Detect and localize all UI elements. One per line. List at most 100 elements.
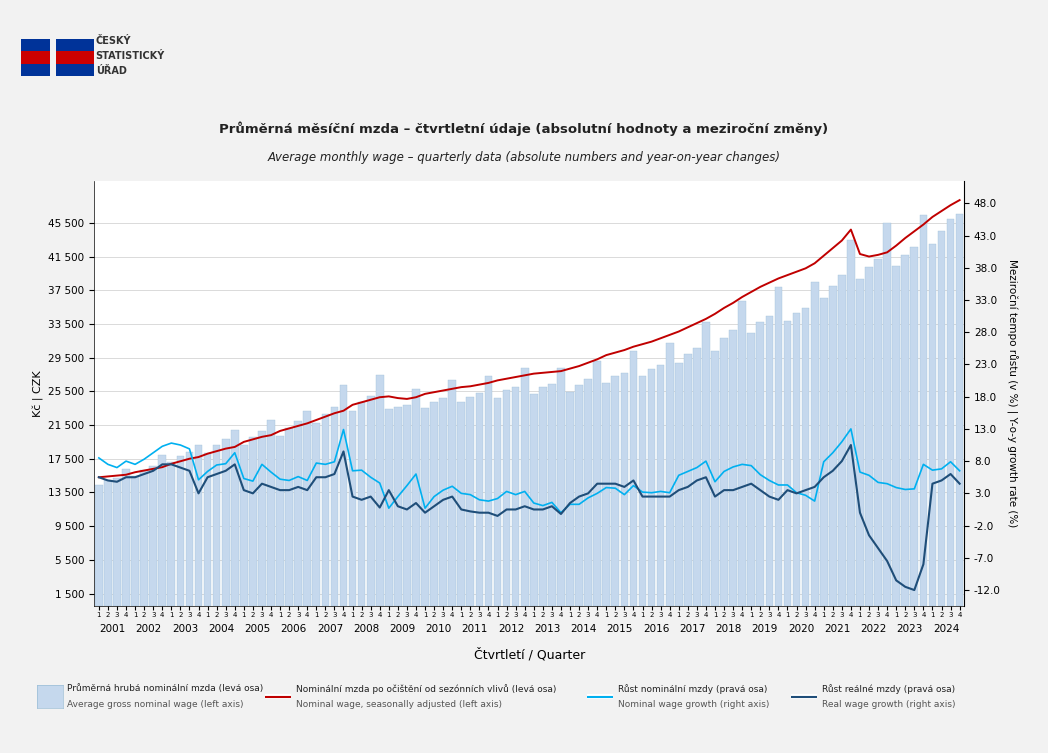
Bar <box>946 218 955 606</box>
Bar <box>548 384 555 606</box>
Bar <box>267 420 275 606</box>
Bar <box>21 64 50 76</box>
Bar <box>657 365 664 606</box>
Bar <box>56 64 94 76</box>
Bar <box>593 361 602 606</box>
Bar <box>919 215 927 606</box>
Bar <box>213 445 220 606</box>
Bar <box>376 375 384 606</box>
Bar <box>811 282 818 606</box>
Bar <box>774 288 782 606</box>
Bar <box>665 343 674 606</box>
Bar <box>693 348 701 606</box>
Bar <box>357 402 366 606</box>
Text: Nominální mzda po očištění od sezónních vlivů (levá osa): Nominální mzda po očištění od sezónních … <box>296 684 555 694</box>
Bar <box>277 436 284 606</box>
Text: Průměrná hrubá nominální mzda (levá osa): Průměrná hrubá nominální mzda (levá osa) <box>67 684 263 694</box>
Bar <box>566 392 574 606</box>
Text: Nominal wage growth (right axis): Nominal wage growth (right axis) <box>618 700 769 709</box>
Text: Real wage growth (right axis): Real wage growth (right axis) <box>822 700 955 709</box>
Bar <box>158 455 167 606</box>
Bar <box>195 445 202 606</box>
Bar <box>883 223 891 606</box>
Bar <box>603 383 610 606</box>
Bar <box>95 485 103 606</box>
Bar <box>539 388 547 606</box>
Text: ÚŘAD: ÚŘAD <box>95 66 127 76</box>
Bar <box>349 411 356 606</box>
Bar <box>765 316 773 606</box>
Bar <box>829 286 836 606</box>
Bar <box>140 470 148 606</box>
Bar <box>792 313 801 606</box>
Bar <box>21 39 50 51</box>
Bar <box>638 376 647 606</box>
Text: Nominal wage, seasonally adjusted (left axis): Nominal wage, seasonally adjusted (left … <box>296 700 502 709</box>
Bar <box>104 480 112 606</box>
Bar <box>240 444 247 606</box>
Bar <box>856 279 864 606</box>
Bar <box>222 439 230 606</box>
Bar <box>249 437 257 606</box>
Bar <box>385 410 393 606</box>
Bar <box>684 354 692 606</box>
Y-axis label: Meziroční tempo růstu (v %) | Y-o-y growth rate (%): Meziroční tempo růstu (v %) | Y-o-y grow… <box>1006 259 1018 528</box>
Text: Růst nominální mzdy (pravá osa): Růst nominální mzdy (pravá osa) <box>618 684 768 694</box>
Bar <box>56 51 94 64</box>
Y-axis label: Kč | CZK: Kč | CZK <box>34 370 44 416</box>
Bar <box>285 428 293 606</box>
Bar <box>439 398 447 606</box>
Bar <box>421 408 429 606</box>
Bar <box>747 333 755 606</box>
Bar <box>648 369 655 606</box>
Bar <box>494 398 501 606</box>
Bar <box>330 407 339 606</box>
Text: STATISTICKÝ: STATISTICKÝ <box>95 51 165 61</box>
Bar <box>340 386 347 606</box>
Bar <box>956 215 963 606</box>
Bar <box>702 322 709 606</box>
Bar <box>412 389 420 606</box>
Bar <box>611 376 619 606</box>
Bar <box>847 239 855 606</box>
Bar <box>729 330 737 606</box>
Bar <box>575 385 583 606</box>
Bar <box>620 373 628 606</box>
Bar <box>123 469 130 606</box>
Bar <box>367 396 374 606</box>
Bar <box>56 39 94 51</box>
Bar <box>838 275 846 606</box>
Bar <box>150 465 157 606</box>
Bar <box>911 247 918 606</box>
Bar <box>476 394 483 606</box>
Bar <box>820 298 828 606</box>
Bar <box>503 390 510 606</box>
Bar <box>892 266 900 606</box>
Bar <box>457 402 465 606</box>
Bar <box>294 421 302 606</box>
Bar <box>231 430 239 606</box>
Bar <box>312 423 320 606</box>
X-axis label: Čtvrtletí / Quarter: Čtvrtletí / Quarter <box>474 648 585 662</box>
Bar <box>394 407 401 606</box>
Bar <box>901 255 909 606</box>
Bar <box>802 308 809 606</box>
Bar <box>511 388 520 606</box>
Text: Average gross nominal wage (left axis): Average gross nominal wage (left axis) <box>67 700 243 709</box>
Text: Růst reálné mzdy (pravá osa): Růst reálné mzdy (pravá osa) <box>822 684 955 694</box>
Text: Average monthly wage – quarterly data (absolute numbers and year-on-year changes: Average monthly wage – quarterly data (a… <box>267 151 781 163</box>
Bar <box>466 397 474 606</box>
Bar <box>131 476 139 606</box>
Bar <box>784 321 791 606</box>
Bar <box>874 260 882 606</box>
Bar <box>258 431 266 606</box>
Bar <box>929 244 936 606</box>
Text: ČESKÝ: ČESKÝ <box>95 36 131 46</box>
Bar <box>185 452 193 606</box>
Bar <box>938 230 945 606</box>
Bar <box>322 414 329 606</box>
Bar <box>431 403 438 606</box>
Bar <box>203 453 212 606</box>
Bar <box>720 338 728 606</box>
Bar <box>403 404 411 606</box>
